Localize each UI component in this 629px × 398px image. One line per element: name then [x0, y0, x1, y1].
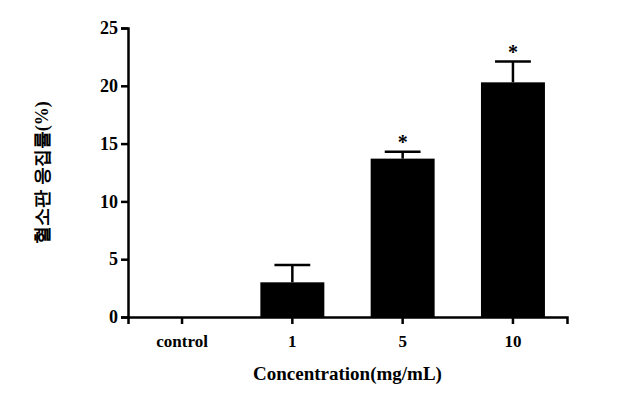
- x-tick-mark: [401, 317, 404, 324]
- x-tick: 5: [398, 317, 407, 351]
- x-axis-title: Concentration(mg/mL): [253, 363, 442, 385]
- x-tick-mark: [181, 317, 184, 324]
- y-tick-label: 0: [109, 307, 118, 327]
- significance-mark: *: [508, 41, 518, 63]
- y-tick-mark: [121, 258, 128, 261]
- x-tick: 10: [504, 317, 521, 351]
- y-axis-line: [121, 29, 129, 318]
- x-axis: control 1 5 10: [129, 317, 568, 351]
- y-tick: 15: [100, 134, 128, 154]
- bar: [481, 82, 545, 317]
- bar: [371, 159, 435, 317]
- x-axis-line: [129, 318, 568, 325]
- y-tick-mark: [121, 201, 128, 204]
- plot: **0510152025control1510: [100, 18, 568, 351]
- y-tick-label: 15: [100, 134, 118, 154]
- y-tick-label: 25: [100, 18, 118, 38]
- y-axis: 0 5 10 15 20 25: [100, 18, 129, 327]
- y-tick-mark: [121, 316, 128, 319]
- y-tick-mark: [121, 85, 128, 88]
- error-cap: [274, 264, 310, 267]
- error-bar: [385, 152, 421, 159]
- y-axis-title: 혈소판 응집률(%): [32, 101, 53, 244]
- x-tick-mark: [512, 317, 515, 324]
- x-tick-label: 1: [288, 332, 297, 351]
- y-tick: 20: [100, 76, 128, 96]
- y-tick: 10: [100, 192, 128, 212]
- x-tick: 1: [288, 317, 297, 351]
- significance-mark: *: [398, 131, 408, 153]
- chart: **0510152025control1510Concentration(mg/…: [0, 0, 629, 398]
- bar: [260, 282, 324, 317]
- x-tick-label: control: [156, 332, 208, 351]
- x-tick: control: [156, 317, 208, 351]
- error-stem: [512, 62, 515, 83]
- error-stem: [291, 265, 294, 282]
- y-tick-label: 5: [109, 249, 118, 269]
- y-tick: 0: [109, 307, 128, 327]
- y-tick-label: 20: [100, 76, 118, 96]
- x-tick-label: 10: [504, 332, 521, 351]
- y-tick-mark: [121, 27, 128, 30]
- bars: [260, 62, 545, 317]
- error-bar: [274, 265, 310, 282]
- x-tick-label: 5: [398, 332, 407, 351]
- y-tick-label: 10: [100, 192, 118, 212]
- x-tick-mark: [291, 317, 294, 324]
- y-tick-mark: [121, 143, 128, 146]
- error-bar: [495, 62, 531, 83]
- y-tick: 5: [109, 249, 128, 269]
- y-tick: 25: [100, 18, 128, 38]
